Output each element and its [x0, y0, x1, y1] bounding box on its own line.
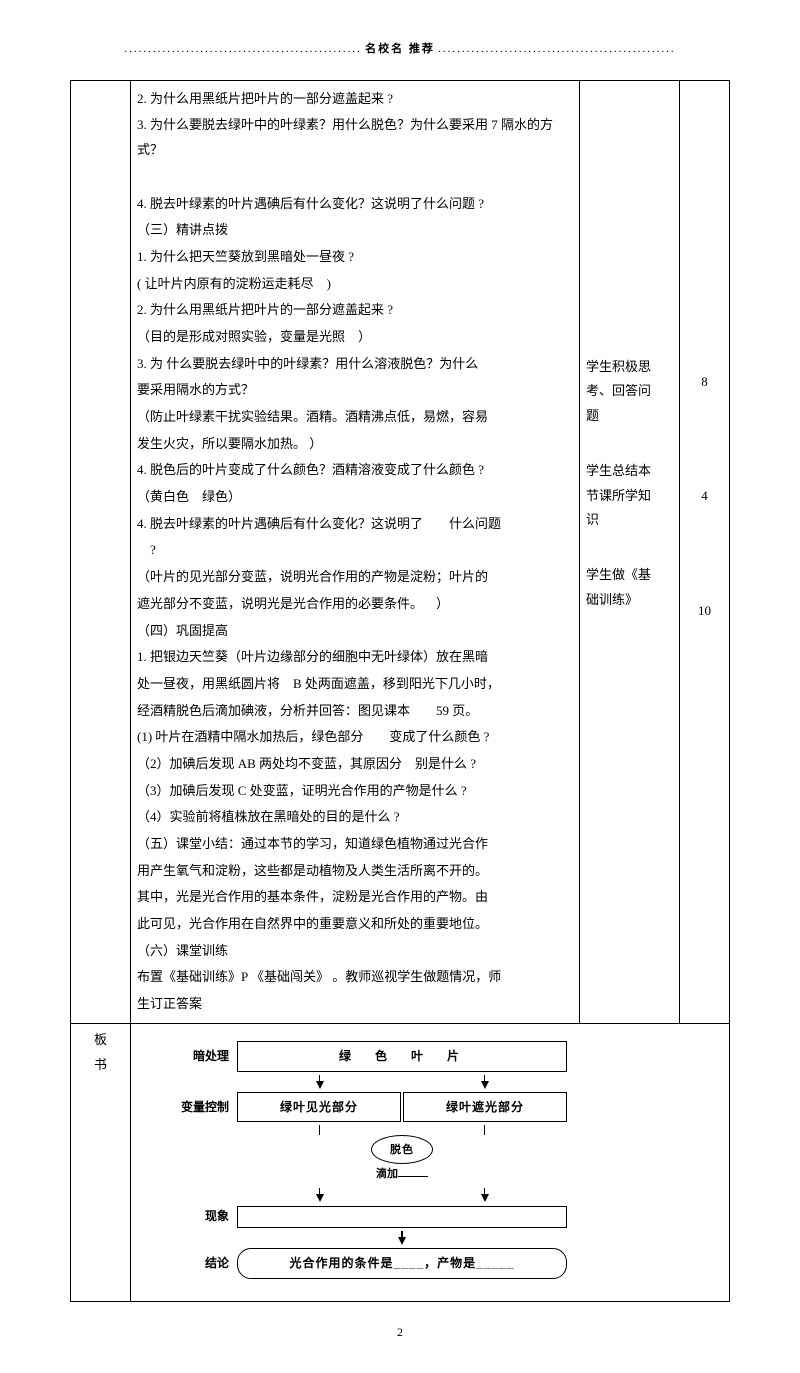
- flow-conclusion: 光合作用的条件是____，产物是_____: [237, 1248, 567, 1279]
- flow-label: 现象: [167, 1205, 237, 1228]
- section-title: （四）巩固提高: [137, 619, 573, 644]
- notes-column: 学生积极思 考、回答问 题 学生总结本 节课所学知 识 学生做《基 础训练》: [580, 80, 680, 1023]
- line: 遮光部分不变蓝，说明光是光合作用的必要条件。 ）: [137, 592, 573, 617]
- line: 此可见，光合作用在自然界中的重要意义和所处的重要地位。: [137, 912, 573, 937]
- note-line: 础训练》: [586, 588, 673, 613]
- line: （3）加碘后发现 C 处变蓝，证明光合作用的产物是什么 ?: [137, 779, 573, 804]
- line: 处一昼夜，用黑纸圆片将 B 处两面遮盖，移到阳光下几小时，: [137, 672, 573, 697]
- line: 4. 脱去叶绿素的叶片遇碘后有什么变化？这说明了 什么问题: [137, 512, 573, 537]
- flowchart-cell: 暗处理 绿 色 叶 片 变量控制 绿叶见光部分: [131, 1023, 730, 1301]
- line: 4. 脱去叶绿素的叶片遇碘后有什么变化？这说明了什么问题 ?: [137, 192, 573, 217]
- flow-label: 结论: [167, 1252, 237, 1275]
- line: 4. 脱色后的叶片变成了什么颜色？酒精溶液变成了什么颜色 ?: [137, 458, 573, 483]
- flow-label: 暗处理: [167, 1045, 237, 1068]
- header-dots-left: ........................................…: [124, 43, 362, 55]
- header-dots-right: ........................................…: [438, 43, 676, 55]
- arrow-down-icon: [398, 1237, 406, 1245]
- flow-empty-box: [237, 1206, 567, 1228]
- left-gutter: [71, 80, 131, 1023]
- arrow-down-icon: [481, 1194, 489, 1202]
- line: （防止叶绿素干扰实验结果。酒精。酒精沸点低，易燃，容易: [137, 405, 573, 430]
- lesson-table: 2. 为什么用黑纸片把叶片的一部分遮盖起来 ? 3. 为什么要脱去绿叶中的叶绿素…: [70, 80, 730, 1302]
- arrow-down-icon: [316, 1194, 324, 1202]
- flow-oval: 脱色: [371, 1135, 433, 1164]
- section-title: （三）精讲点拨: [137, 218, 573, 243]
- line: 其中，光是光合作用的基本条件，淀粉是光合作用的产物。由: [137, 885, 573, 910]
- line: （五）课堂小结：通过本节的学习，知道绿色植物通过光合作: [137, 832, 573, 857]
- flow-box: 绿叶遮光部分: [403, 1092, 567, 1123]
- flow-label: 变量控制: [167, 1096, 237, 1119]
- flow-box: 绿叶见光部分: [237, 1092, 401, 1123]
- time-column: 8 4 10: [680, 80, 730, 1023]
- line: （叶片的见光部分变蓝，说明光合作用的产物是淀粉；叶片的: [137, 565, 573, 590]
- header-title: 名校名 推荐: [365, 43, 435, 55]
- line: （2）加碘后发现 AB 两处均不变蓝，其原因分 别是什么 ?: [137, 752, 573, 777]
- shu-char: 书: [77, 1053, 124, 1078]
- page-header: ........................................…: [70, 40, 730, 60]
- oval-text: 脱色: [390, 1144, 414, 1156]
- line: ( 让叶片内原有的淀粉运走耗尽 ): [137, 272, 573, 297]
- line: 2. 为什么用黑纸片把叶片的一部分遮盖起来 ?: [137, 298, 573, 323]
- arrow-down-icon: [481, 1081, 489, 1089]
- side-label: 板 书: [71, 1023, 131, 1301]
- note-line: 题: [586, 404, 673, 429]
- line: 布置《基础训练》P 《基础闯关》 。教师巡视学生做题情况，师: [137, 965, 573, 990]
- line: 经酒精脱色后滴加碘液，分析并回答：图见课本 59 页。: [137, 699, 573, 724]
- line: 3. 为什么要脱去绿叶中的叶绿素？用什么脱色？为什么要采用 7 隔水的方式？: [137, 113, 573, 162]
- line: 要采用隔水的方式？: [137, 378, 573, 403]
- time-value: 4: [686, 484, 723, 509]
- note-line: 节课所学知: [586, 484, 673, 509]
- flow-box: 绿 色 叶 片: [237, 1041, 567, 1072]
- line: （4）实验前将植株放在黑暗处的目的是什么 ?: [137, 805, 573, 830]
- note-line: 考、回答问: [586, 379, 673, 404]
- note-line: 识: [586, 508, 673, 533]
- page-number: 2: [70, 1322, 730, 1344]
- dijiA-label: 滴加: [376, 1164, 428, 1185]
- main-content: 2. 为什么用黑纸片把叶片的一部分遮盖起来 ? 3. 为什么要脱去绿叶中的叶绿素…: [131, 80, 580, 1023]
- note-line: 学生积极思: [586, 355, 673, 380]
- time-value: 8: [686, 370, 723, 395]
- line: (1) 叶片在酒精中隔水加热后，绿色部分 变成了什么颜色 ?: [137, 725, 573, 750]
- line: 生订正答案: [137, 992, 573, 1017]
- ban-char: 板: [77, 1028, 124, 1053]
- line: 1. 为什么把天竺葵放到黑暗处一昼夜 ?: [137, 245, 573, 270]
- flowchart: 暗处理 绿 色 叶 片 变量控制 绿叶见光部分: [137, 1028, 723, 1297]
- line: 用产生氧气和淀粉，这些都是动植物及人类生活所离不开的。: [137, 859, 573, 884]
- arrow-down-icon: [316, 1081, 324, 1089]
- line: 1. 把银边天竺葵（叶片边缘部分的细胞中无叶绿体）放在黑暗: [137, 645, 573, 670]
- line: （黄白色 绿色）: [137, 485, 573, 510]
- line: （目的是形成对照实验，变量是光照 ）: [137, 325, 573, 350]
- line: 发生火灾，所以要隔水加热。 ）: [137, 432, 573, 457]
- line: 3. 为 什么要脱去绿叶中的叶绿素？用什么溶液脱色？为什么: [137, 352, 573, 377]
- line: 2. 为什么用黑纸片把叶片的一部分遮盖起来 ?: [137, 87, 573, 112]
- note-line: 学生总结本: [586, 459, 673, 484]
- line: ?: [137, 538, 573, 563]
- section-title: （六）课堂训练: [137, 939, 573, 964]
- time-value: 10: [686, 599, 723, 624]
- note-line: 学生做《基: [586, 563, 673, 588]
